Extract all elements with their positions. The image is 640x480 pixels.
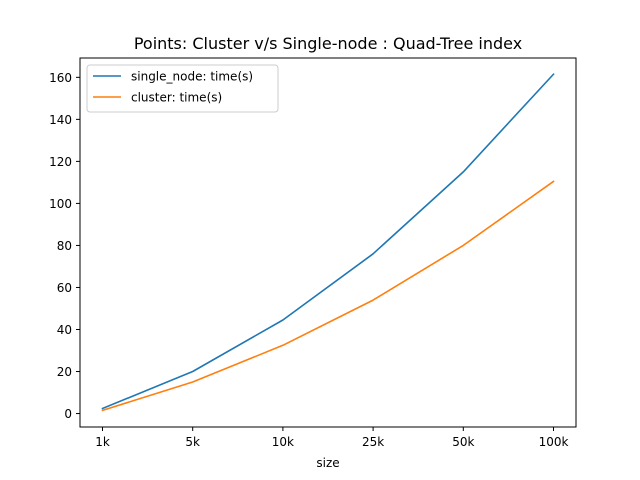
y-tick-label: 60: [57, 281, 72, 295]
x-tick-label: 10k: [272, 435, 294, 449]
chart-title: Points: Cluster v/s Single-node : Quad-T…: [134, 34, 522, 53]
plot-frame: [79, 57, 577, 428]
x-tick-label: 100k: [539, 435, 569, 449]
x-axis-label: size: [316, 456, 339, 470]
series-line-single-node: [101, 73, 555, 410]
x-tick-label: 1k: [95, 435, 110, 449]
y-tick-label: 80: [57, 239, 72, 253]
y-tick-label: 40: [57, 323, 72, 337]
legend-label: cluster: time(s): [131, 91, 222, 105]
x-tick-label: 50k: [452, 435, 474, 449]
legend-box: [86, 64, 279, 113]
series-layer: [101, 73, 555, 412]
x-tick-label: 5k: [185, 435, 200, 449]
legend: single_node: time(s) cluster: time(s): [86, 64, 279, 113]
y-axis: 0 20 40 60 80 100 120 140 160: [49, 71, 80, 421]
y-tick-label: 100: [49, 197, 72, 211]
x-tick-label: 25k: [362, 435, 384, 449]
series-line-cluster: [101, 180, 555, 412]
x-axis: 1k 5k 10k 25k 50k 100k: [95, 427, 568, 449]
y-tick-label: 0: [64, 407, 72, 421]
y-tick-label: 160: [49, 71, 72, 85]
y-tick-label: 20: [57, 365, 72, 379]
legend-label: single_node: time(s): [131, 70, 253, 84]
y-tick-label: 120: [49, 155, 72, 169]
y-tick-label: 140: [49, 113, 72, 127]
